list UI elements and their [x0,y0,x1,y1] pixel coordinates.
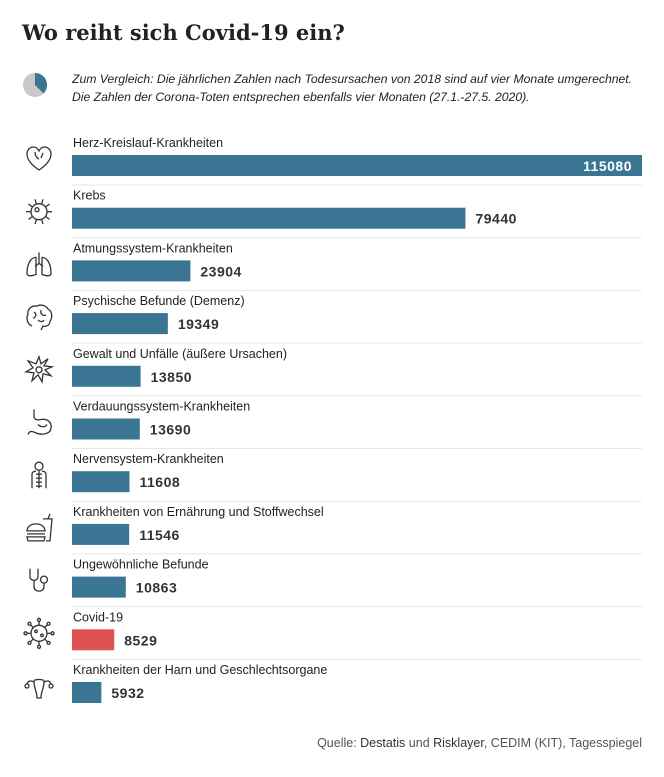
value-label: 5932 [111,685,144,701]
chart-title: Wo reiht sich Covid-19 ein? [22,20,345,45]
source-risklayer: Risklayer [433,736,484,750]
value-label: 13850 [151,369,192,385]
value-label: 11546 [139,527,180,543]
value-label: 8529 [124,632,157,648]
source-destatis: Destatis [360,736,406,750]
category-label: Gewalt und Unfälle (äußere Ursachen) [73,347,287,361]
heart-icon [26,146,52,171]
bar [72,629,115,651]
bar [72,576,126,598]
value-label: 11608 [139,474,180,490]
nervous-system-icon [31,461,47,489]
category-label: Verdauungssystem-Krankheiten [73,400,250,414]
value-label: 115080 [583,158,632,174]
uterus-icon [24,678,54,699]
value-label: 10863 [136,580,177,596]
bar [72,313,168,335]
value-label: 23904 [200,263,241,279]
bar [72,207,466,229]
category-label: Krankheiten der Harn und Geschlechtsorga… [73,663,327,677]
brain-icon [26,304,53,331]
stomach-icon [27,409,52,435]
stethoscope-icon [29,568,49,592]
bar [72,365,141,387]
value-label: 19349 [178,316,219,332]
bar [72,523,130,545]
source-line: Quelle: Destatis und Risklayer, CEDIM (K… [317,736,642,750]
category-label: Herz-Kreislauf-Krankheiten [73,136,223,150]
value-label: 79440 [475,211,516,227]
source-prefix: Quelle: [317,736,361,750]
category-label: Ungewöhnliche Befunde [73,558,209,572]
source-rest: , CEDIM (KIT), Tagesspiegel [483,736,642,750]
fast-food-icon [26,513,53,542]
pie-icon [23,72,48,97]
category-label: Krebs [73,189,106,203]
category-label: Krankheiten von Ernährung und Stoffwechs… [73,505,324,519]
source-and: und [405,736,434,750]
category-label: Psychische Befunde (Demenz) [73,294,245,308]
bar [72,418,140,440]
category-label: Covid-19 [73,610,123,624]
explosion-icon [23,354,55,384]
bar [72,471,130,493]
category-label: Nervensystem-Krankheiten [73,452,224,466]
value-label: 13690 [150,422,191,438]
bar [72,260,191,282]
bar [72,682,102,703]
cancer-cell-icon [26,199,52,225]
note-text: Zum Vergleich: Die jährlichen Zahlen nac… [72,72,633,104]
category-label: Atmungssystem-Krankheiten [73,241,233,255]
lungs-icon [26,252,52,277]
virus-icon [23,617,55,649]
bar [72,155,642,176]
